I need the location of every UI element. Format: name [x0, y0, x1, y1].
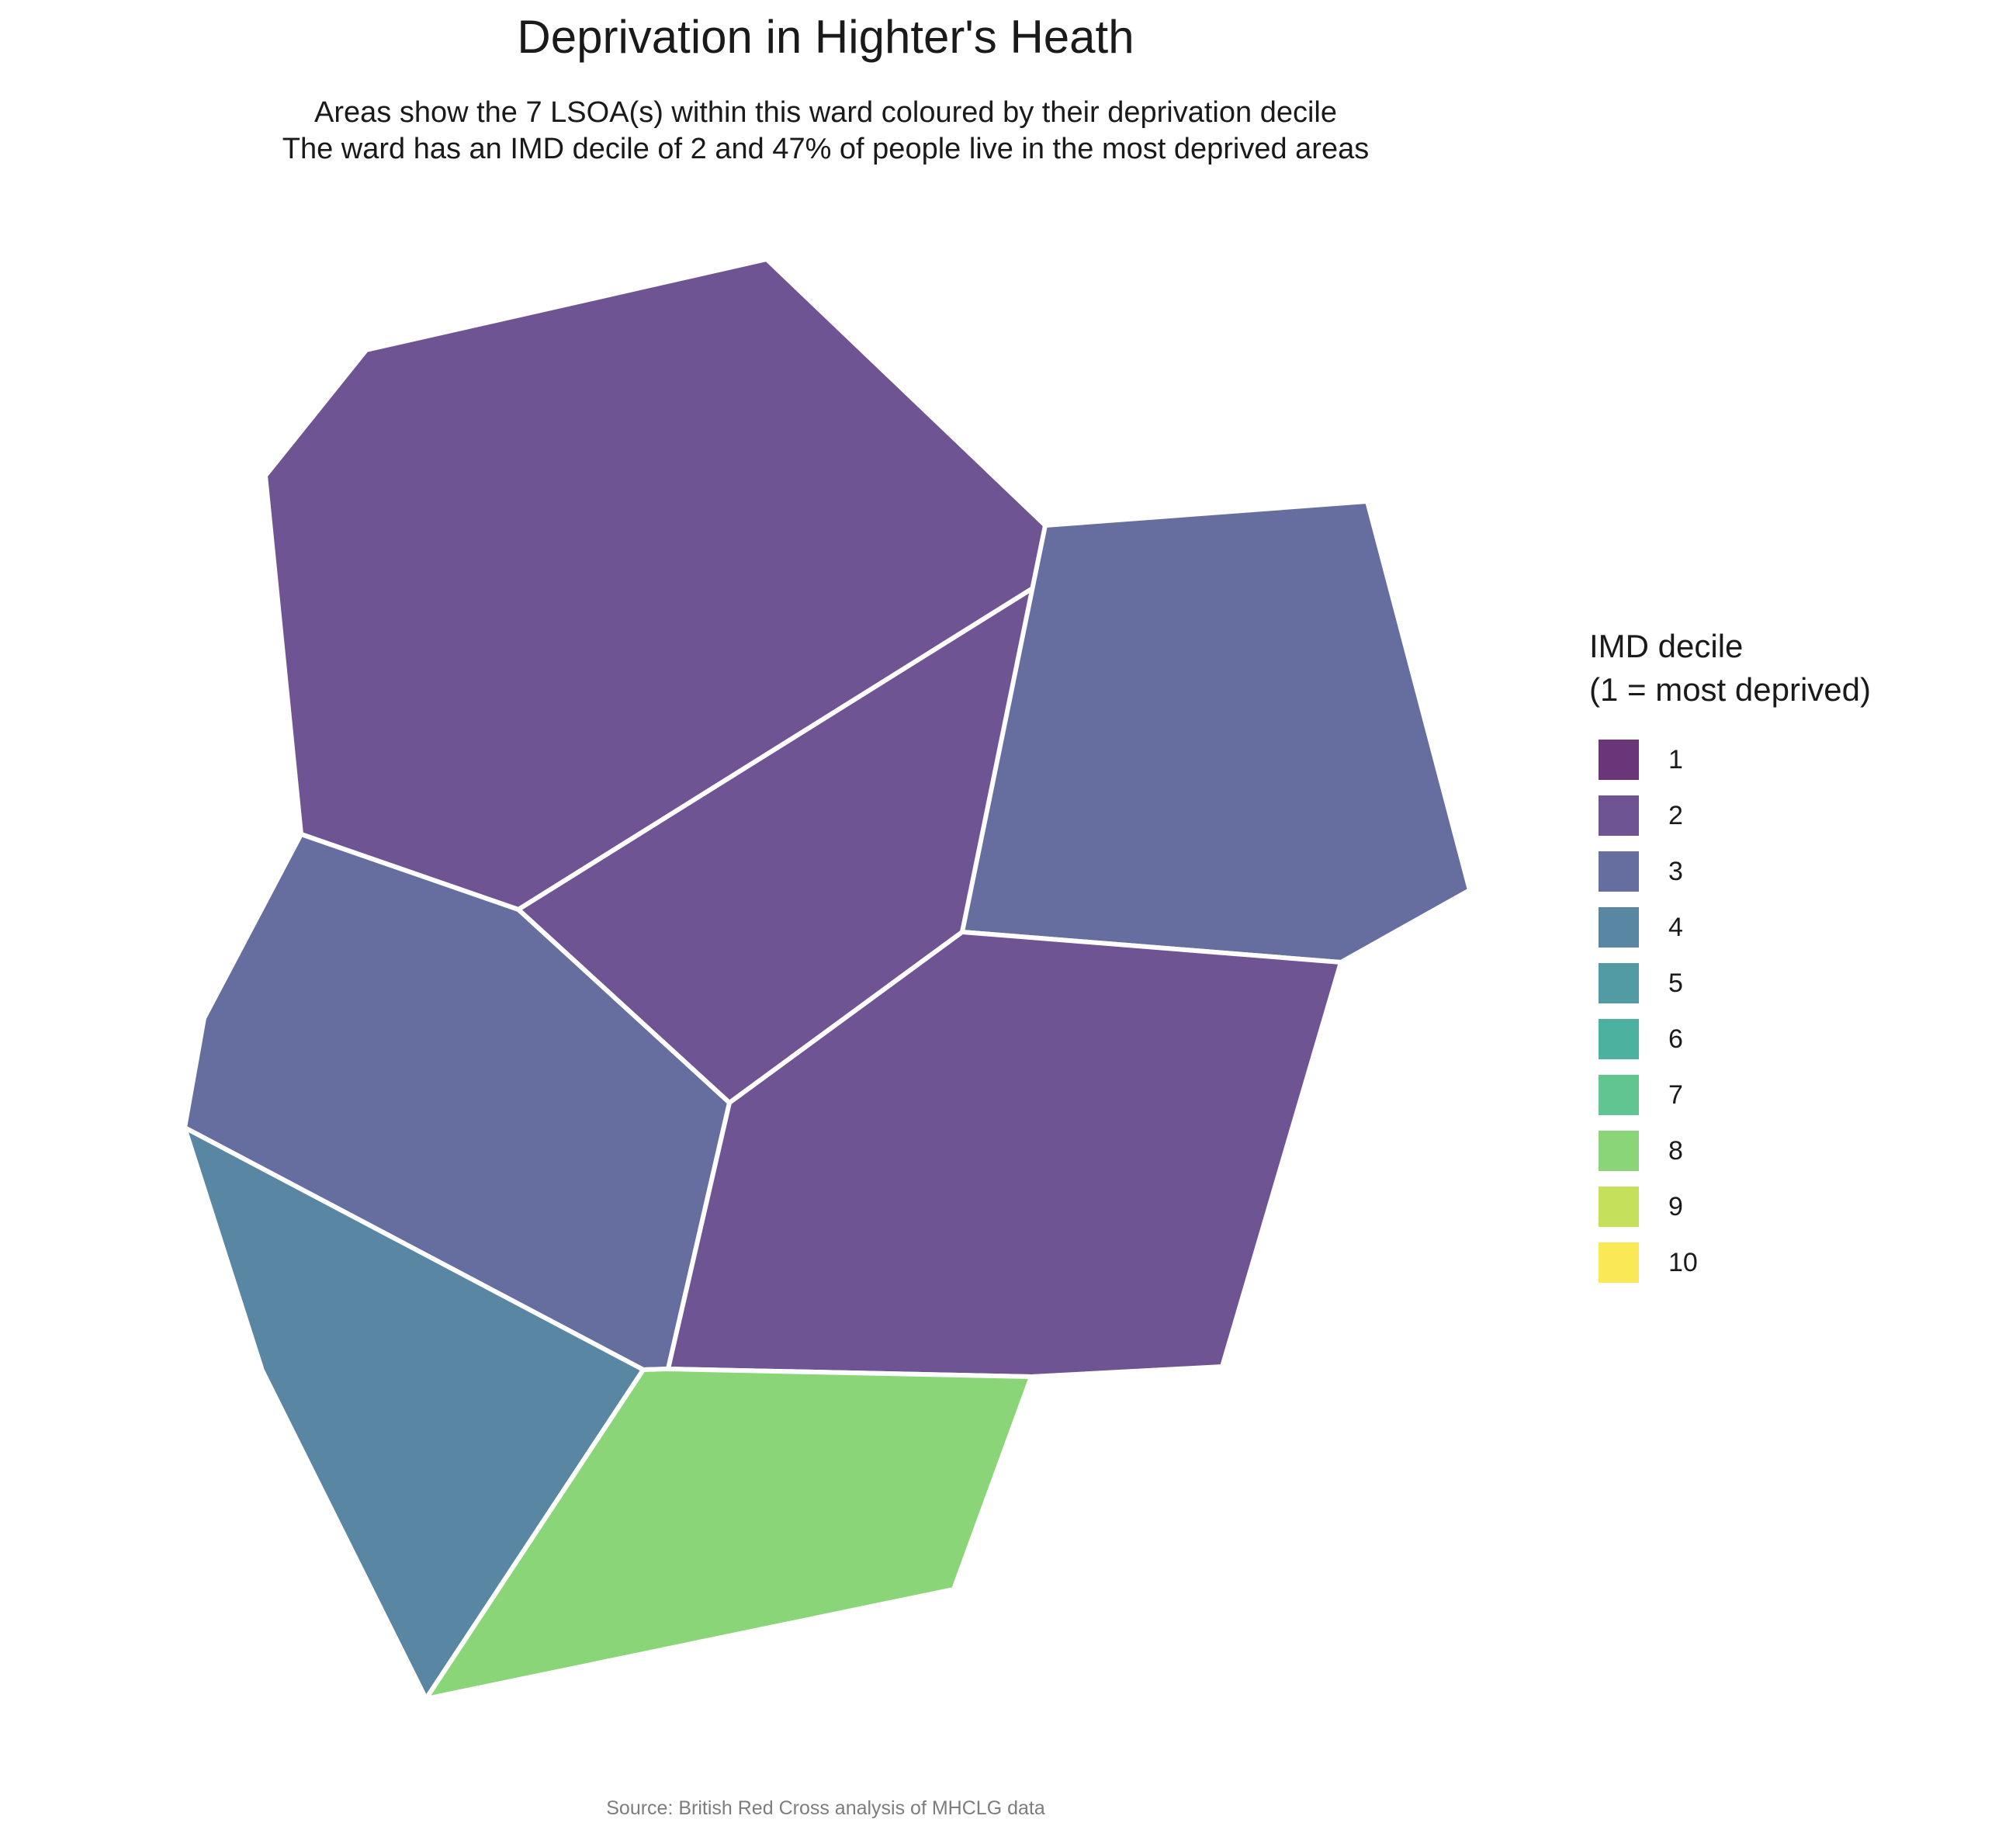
- legend-title-line-1: IMD decile: [1589, 628, 1744, 664]
- legend-swatch: [1599, 1075, 1639, 1115]
- page-title: Deprivation in Highter's Heath: [517, 11, 1134, 63]
- legend-label: 6: [1668, 1024, 1683, 1054]
- legend-item-6: 6: [1589, 1011, 1871, 1067]
- subtitle-line-2: The ward has an IMD decile of 2 and 47% …: [282, 133, 1370, 165]
- legend-label: 2: [1668, 800, 1683, 830]
- legend-title-line-2: (1 = most deprived): [1589, 671, 1871, 708]
- legend-swatch: [1599, 1131, 1639, 1171]
- legend-item-1: 1: [1589, 732, 1871, 788]
- legend-item-7: 7: [1589, 1067, 1871, 1123]
- legend-label: 9: [1668, 1191, 1683, 1221]
- legend-item-5: 5: [1589, 955, 1871, 1011]
- legend-label: 1: [1668, 744, 1683, 774]
- legend-swatch: [1599, 1019, 1639, 1059]
- legend: IMD decile (1 = most deprived) 1 2 3 4 5 6 7 8 9…: [1589, 625, 1871, 1291]
- legend-label: 10: [1668, 1247, 1698, 1277]
- legend-swatch: [1599, 1187, 1639, 1227]
- legend-swatch: [1599, 795, 1639, 836]
- legend-label: 5: [1668, 968, 1683, 998]
- legend-item-3: 3: [1589, 844, 1871, 899]
- legend-item-4: 4: [1589, 899, 1871, 955]
- legend-items: 1 2 3 4 5 6 7 8 9 10: [1589, 732, 1871, 1291]
- legend-item-8: 8: [1589, 1123, 1871, 1179]
- legend-item-10: 10: [1589, 1235, 1871, 1291]
- subtitle-line-1: Areas show the 7 LSOA(s) within this war…: [314, 96, 1337, 129]
- legend-swatch: [1599, 740, 1639, 780]
- legend-item-9: 9: [1589, 1179, 1871, 1235]
- legend-label: 7: [1668, 1079, 1683, 1110]
- source-caption: Source: British Red Cross analysis of MH…: [606, 1797, 1045, 1819]
- legend-swatch: [1599, 1242, 1639, 1283]
- legend-label: 8: [1668, 1135, 1683, 1166]
- lsoa-area-east[interactable]: [960, 499, 1472, 965]
- legend-item-2: 2: [1589, 788, 1871, 844]
- legend-label: 4: [1668, 912, 1683, 942]
- legend-label: 3: [1668, 856, 1683, 886]
- legend-swatch: [1599, 851, 1639, 892]
- legend-swatch: [1599, 907, 1639, 948]
- legend-swatch: [1599, 963, 1639, 1003]
- lsoa-area-south[interactable]: [424, 1367, 1034, 1701]
